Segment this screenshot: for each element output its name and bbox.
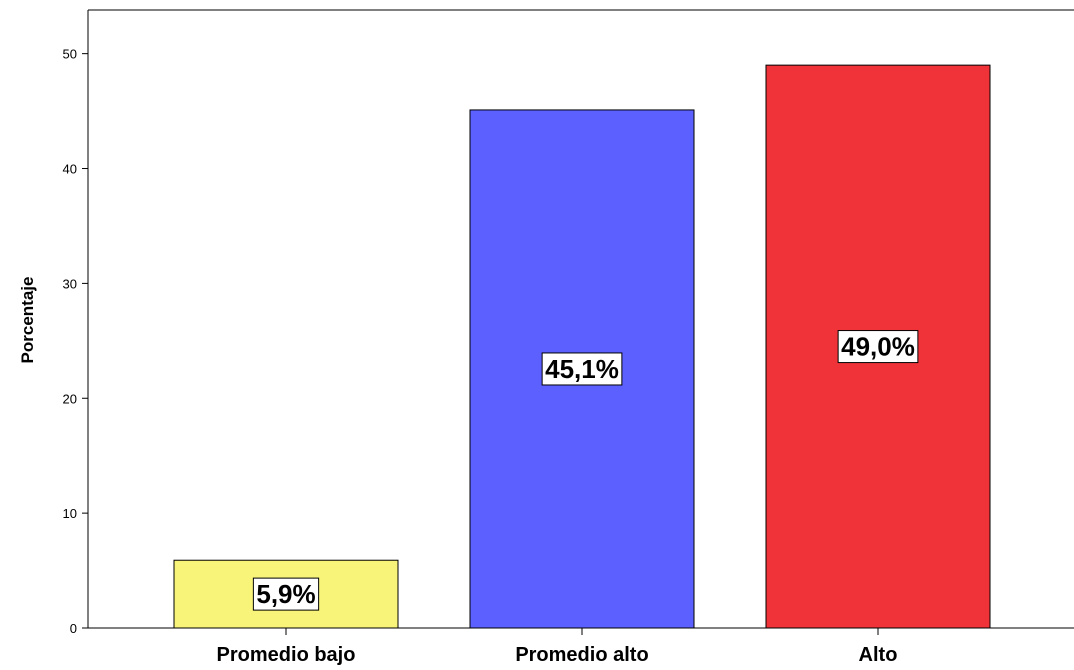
data-label-box	[541, 352, 623, 386]
y-tick-label: 0	[70, 621, 77, 636]
x-tick-label: Promedio bajo	[217, 644, 356, 666]
bars	[173, 64, 991, 629]
data-label: 45,1%	[545, 354, 619, 384]
data-label-box	[252, 577, 320, 611]
y-axis: 0 10 20 30 40 50	[63, 47, 88, 636]
data-label-group: 49,0%	[837, 330, 919, 364]
y-tick-label: 50	[63, 47, 77, 62]
y-tick-label: 30	[63, 276, 77, 291]
bar	[765, 64, 991, 629]
data-label: 49,0%	[841, 332, 915, 362]
y-tick-label: 40	[63, 162, 77, 177]
x-tick-label: Promedio alto	[515, 644, 648, 666]
data-label-group: 5,9%	[252, 577, 320, 611]
data-label-box	[837, 330, 919, 364]
x-tick-label: Alto	[859, 644, 898, 666]
y-tick-label: 20	[63, 391, 77, 406]
x-axis: Promedio bajo Promedio alto Alto	[217, 628, 898, 666]
y-axis-title: Porcentaje	[18, 277, 37, 364]
data-label-group: 45,1%	[541, 352, 623, 386]
y-tick-label: 10	[63, 506, 77, 521]
data-labels: 5,9% 45,1% 49,0%	[252, 330, 919, 611]
data-label: 5,9%	[256, 579, 315, 609]
